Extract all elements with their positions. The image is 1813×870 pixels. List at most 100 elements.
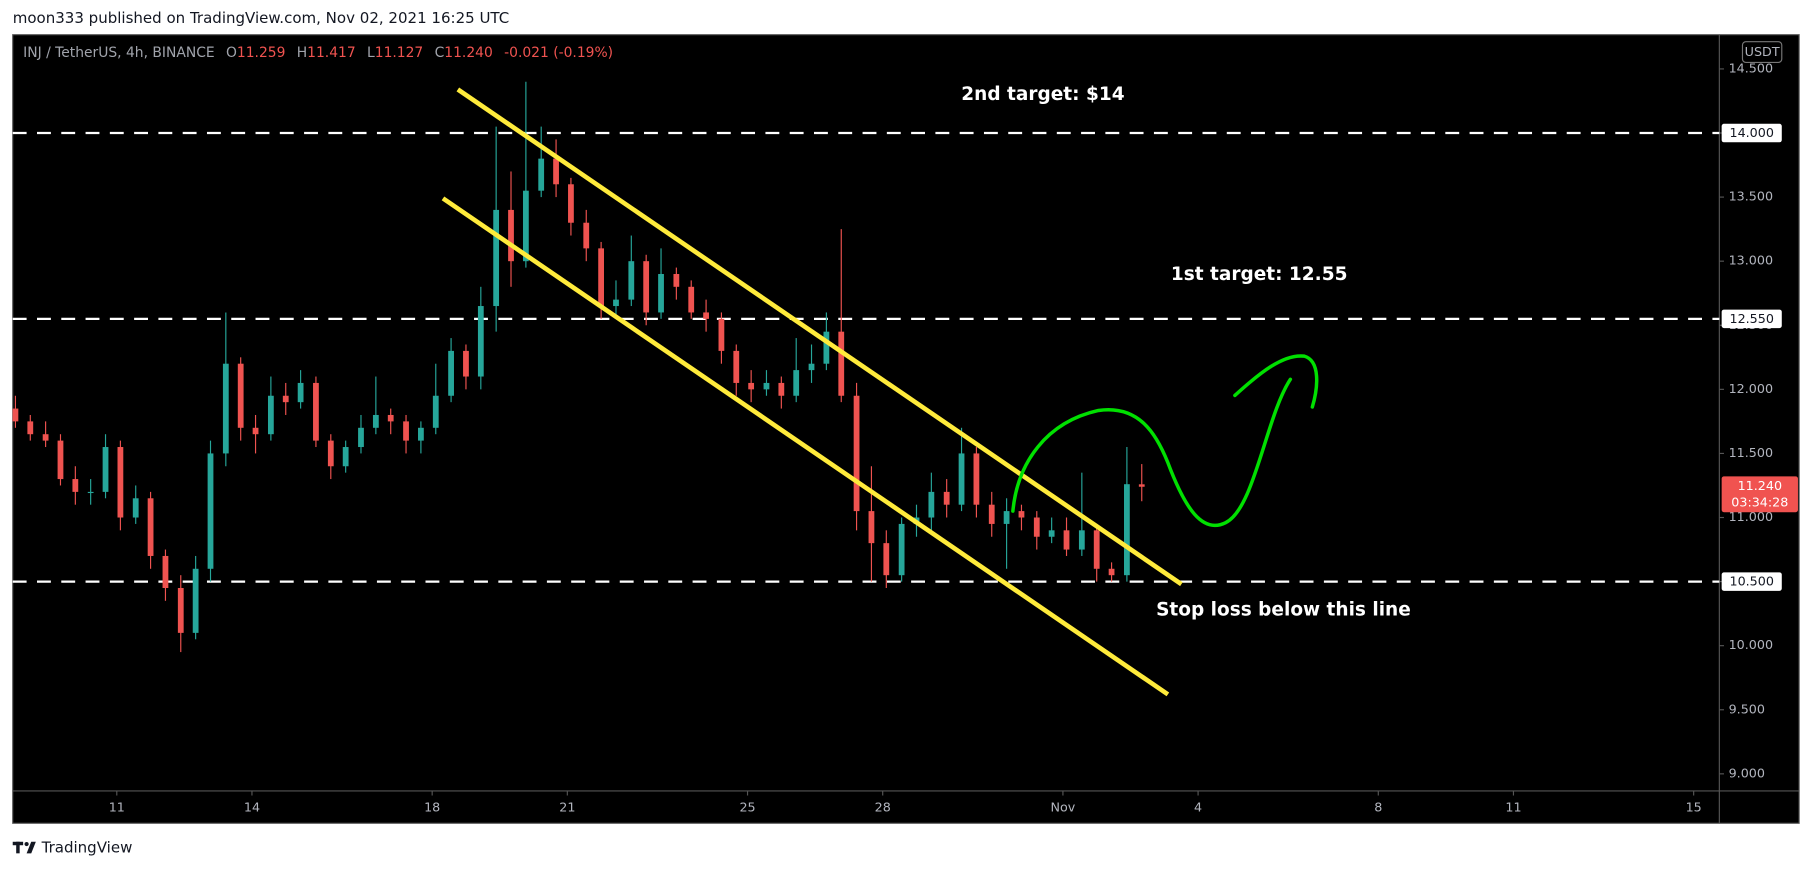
level-price-label: 12.550 — [1729, 311, 1773, 326]
candle-body — [403, 421, 409, 441]
brand: TradingView — [41, 839, 133, 857]
candle-body — [583, 222, 590, 249]
candle-body — [418, 427, 424, 441]
level-price-label: 10.500 — [1729, 574, 1773, 589]
candle-body — [177, 588, 184, 633]
x-tick-label: 18 — [424, 800, 440, 815]
candle-body — [928, 491, 935, 518]
candle-body — [1003, 511, 1010, 524]
candle-body — [673, 273, 680, 287]
candle-body — [282, 395, 289, 403]
x-tick-label: 4 — [1194, 800, 1202, 815]
candle-body — [42, 434, 49, 441]
candle-body — [448, 350, 454, 396]
candle-body — [973, 453, 980, 505]
candle-body — [297, 382, 304, 403]
currency-box — [1741, 41, 1783, 64]
candle-body — [793, 370, 800, 396]
candle-body — [1093, 530, 1100, 569]
candle-body — [358, 427, 364, 448]
candle-body — [823, 331, 830, 364]
candle-body — [688, 286, 695, 313]
candle-body — [372, 414, 379, 428]
candle-body — [12, 408, 19, 422]
projection-curve — [1011, 377, 1293, 528]
last-price-box — [1721, 476, 1798, 513]
candle-body — [958, 453, 965, 505]
candle-body — [477, 306, 484, 377]
candle-body — [598, 248, 605, 307]
candle-body — [1048, 530, 1055, 537]
x-tick-label: 14 — [244, 800, 260, 815]
candle-body — [748, 382, 755, 390]
candle-body — [313, 382, 319, 441]
annotation: 1st target: 12.55 — [1171, 264, 1348, 285]
candle-body — [57, 440, 64, 480]
candle-body — [222, 363, 229, 454]
candle-body — [943, 491, 950, 505]
candle-body — [853, 395, 860, 512]
publisher-line: moon333 published on TradingView.com, No… — [13, 9, 510, 27]
x-tick-label: 11 — [109, 800, 125, 815]
symbol: INJ / TetherUS, 4h, BINANCE — [23, 45, 215, 61]
logo-part — [24, 842, 29, 847]
candle-body — [733, 350, 740, 383]
y-tick-label: 13.500 — [1729, 189, 1773, 204]
candle-body — [778, 382, 785, 396]
candle-body — [252, 427, 259, 435]
change: -0.021 (-0.19%) — [504, 45, 613, 61]
candle-body — [508, 209, 514, 262]
candle-body — [808, 363, 815, 371]
candle-body — [1108, 568, 1115, 576]
candle-body — [703, 312, 709, 319]
annotation: 2nd target: $14 — [961, 84, 1124, 105]
y-tick-label: 11.500 — [1729, 445, 1773, 460]
logo-part — [26, 841, 36, 854]
candle-body — [147, 498, 154, 556]
candle-body — [883, 543, 890, 576]
candle-body — [643, 261, 650, 313]
plot-area — [12, 81, 1720, 697]
candle-body — [898, 523, 905, 576]
candle-body — [207, 453, 214, 569]
symbol-info: INJ / TetherUS, 4h, BINANCE O11.259 H11.… — [23, 45, 613, 61]
candle-body — [72, 479, 79, 492]
y-tick-label: 11.000 — [1729, 509, 1773, 524]
y-tick-label: 13.000 — [1729, 253, 1773, 268]
ohlc-value: 11.127 — [375, 45, 424, 61]
candle-body — [538, 158, 545, 191]
candle-body — [162, 555, 169, 589]
candle-body — [237, 363, 244, 428]
currency-label: USDT — [1745, 44, 1780, 59]
trend-line — [441, 196, 1170, 697]
candle-body — [117, 447, 124, 518]
ohlc-value: 11.417 — [307, 45, 356, 61]
candle-body — [1018, 511, 1025, 518]
candle-body — [1124, 484, 1130, 576]
candle-body — [267, 395, 274, 435]
candle-body — [522, 190, 529, 262]
candle-body — [342, 447, 349, 467]
y-tick-label: 10.000 — [1729, 637, 1773, 652]
x-tick-label: Nov — [1051, 800, 1076, 815]
tradingview-logo — [12, 841, 36, 854]
x-tick-label: 28 — [875, 800, 891, 815]
candle-body — [27, 421, 34, 435]
last-price-label: 11.240 — [1738, 478, 1782, 493]
candle-body — [988, 504, 995, 524]
y-tick-label: 9.000 — [1729, 765, 1765, 780]
candle-body — [327, 440, 334, 467]
ohlc-value: 11.240 — [444, 45, 493, 61]
candle-body — [87, 491, 94, 494]
candle-body — [463, 350, 469, 377]
level-price-box — [1721, 123, 1782, 143]
x-tick-label: 8 — [1374, 800, 1382, 815]
y-tick-label: 9.500 — [1729, 701, 1765, 716]
chart-background — [12, 34, 1800, 824]
trend-line — [456, 87, 1183, 587]
level-price-label: 14.000 — [1729, 125, 1773, 140]
ohlc-key: O — [226, 45, 237, 61]
candle-body — [102, 447, 109, 492]
